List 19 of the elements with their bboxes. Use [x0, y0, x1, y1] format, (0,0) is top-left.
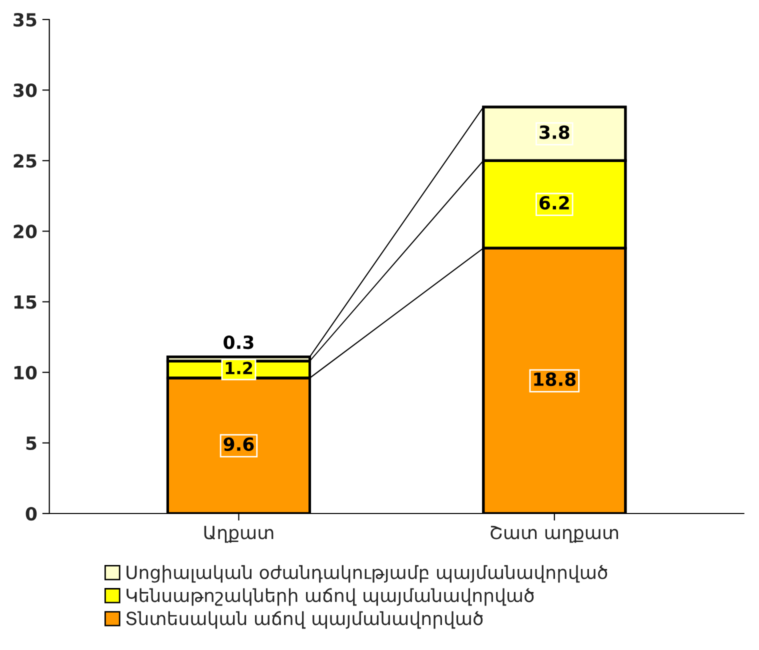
legend-label: Կենսաթոշակների աճով պայմանավորված — [126, 588, 534, 606]
y-tick-label: 0 — [26, 506, 37, 521]
y-tick-label: 5 — [26, 436, 36, 450]
data-label: 18.8 — [534, 372, 576, 386]
y-tick-label: 20 — [14, 224, 37, 238]
y-tick-label: 15 — [14, 295, 36, 309]
y-tick-label: 10 — [14, 366, 37, 380]
x-tick-label: Աղքատ — [204, 526, 274, 543]
data-label: 1.2 — [226, 362, 252, 374]
data-label: 9.6 — [224, 437, 254, 451]
y-tick-label: 30 — [14, 84, 37, 98]
legend-label: Տնտեսական աճով պայմանավորված — [126, 611, 483, 629]
data-label: 3.8 — [540, 125, 570, 140]
y-tick-label: 25 — [14, 154, 36, 168]
y-tick-label: 35 — [14, 12, 36, 27]
x-tick-label: Շատ աղքատ — [490, 526, 618, 543]
data-label: 0.3 — [224, 335, 254, 350]
data-label: 6.2 — [540, 196, 569, 210]
legend-label: Սոցիալական օժանդակությամբ պայմանավորված — [126, 565, 608, 583]
